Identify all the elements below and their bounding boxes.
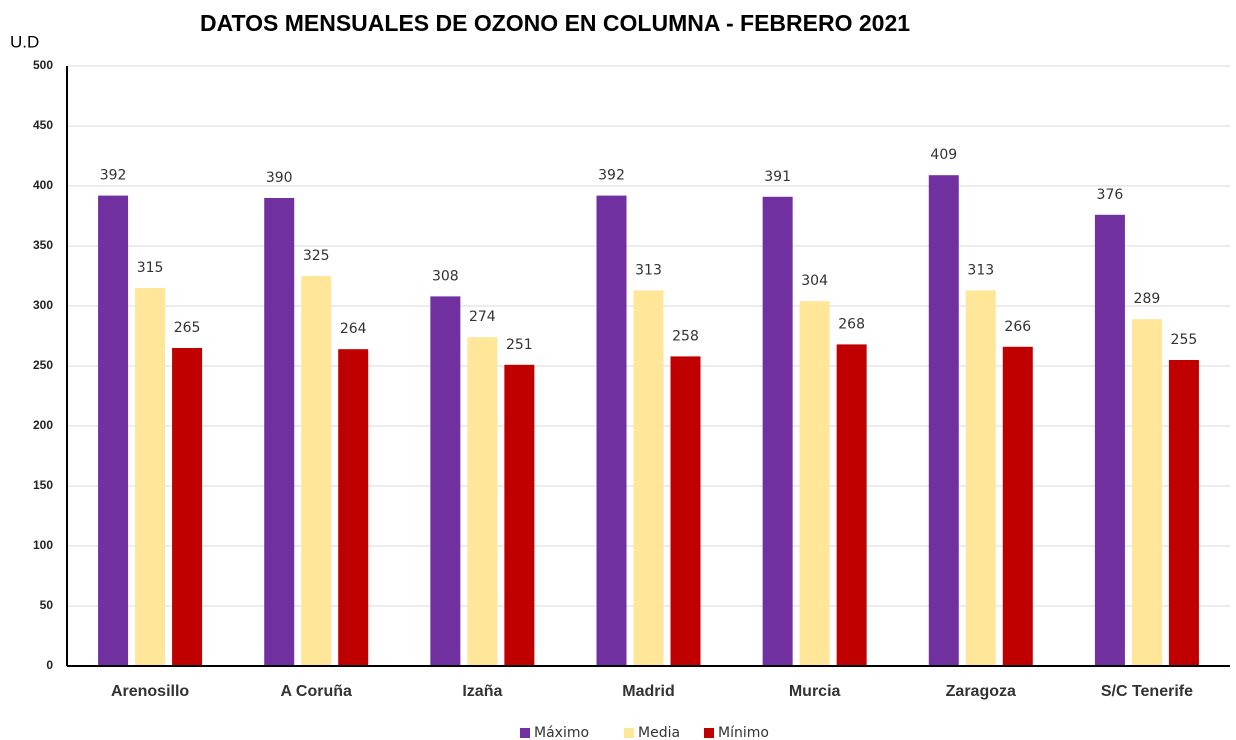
data-label: 315 [137, 260, 164, 276]
data-label: 391 [764, 169, 791, 185]
data-label: 409 [930, 147, 957, 163]
data-label: 274 [469, 309, 496, 325]
data-label: 392 [598, 168, 625, 184]
y-tick-label: 0 [46, 658, 53, 672]
legend-swatch [624, 728, 634, 738]
data-label: 264 [340, 321, 367, 337]
data-label: 268 [838, 316, 865, 332]
bar [430, 296, 461, 666]
legend-label: Mínimo [718, 725, 769, 740]
bar [799, 301, 830, 666]
data-label: 392 [100, 168, 127, 184]
legend-swatch [520, 728, 530, 738]
bar [467, 337, 498, 666]
data-label: 304 [801, 273, 828, 289]
data-label: 289 [1134, 291, 1161, 307]
y-tick-label: 200 [33, 418, 53, 432]
bar [135, 288, 166, 666]
y-tick-label: 500 [33, 58, 53, 72]
y-tick-label: 50 [40, 598, 54, 612]
y-tick-label: 300 [33, 298, 53, 312]
y-tick-label: 350 [33, 238, 53, 252]
data-label: 325 [303, 248, 330, 264]
x-tick-label: Arenosillo [111, 683, 189, 700]
x-tick-label: Murcia [789, 683, 841, 700]
bar [836, 344, 867, 666]
y-tick-label: 400 [33, 178, 53, 192]
data-label: 258 [672, 328, 699, 344]
bar [301, 276, 332, 666]
data-label: 376 [1097, 187, 1124, 203]
data-label: 265 [174, 320, 201, 336]
bar [596, 195, 627, 666]
bar [1131, 319, 1162, 666]
legend-label: Máximo [534, 725, 589, 740]
bar [762, 196, 793, 667]
y-tick-label: 450 [33, 118, 53, 132]
bar [504, 364, 535, 666]
x-tick-label: Izaña [462, 683, 502, 700]
bar [670, 356, 701, 666]
x-tick-label: S/C Tenerife [1101, 683, 1193, 700]
data-label: 308 [432, 268, 459, 284]
chart-title: DATOS MENSUALES DE OZONO EN COLUMNA - FE… [200, 10, 910, 36]
x-tick-label: Zaragoza [946, 683, 1016, 700]
bar [264, 198, 295, 666]
bar [98, 195, 129, 666]
bar [338, 349, 369, 666]
legend-label: Media [638, 725, 680, 740]
legend-swatch [704, 728, 714, 738]
bar [928, 175, 959, 666]
data-label: 266 [1004, 319, 1031, 335]
data-label: 255 [1171, 332, 1198, 348]
y-tick-label: 100 [33, 538, 53, 552]
data-label: 251 [506, 337, 533, 353]
bar [1002, 346, 1033, 666]
bar [965, 290, 996, 666]
bar [1168, 360, 1199, 666]
y-axis-label: U.D [10, 32, 39, 51]
data-label: 313 [967, 262, 994, 278]
x-tick-label: Madrid [622, 683, 674, 700]
data-label: 390 [266, 170, 293, 186]
x-tick-label: A Coruña [281, 683, 353, 700]
bar [633, 290, 664, 666]
bar [1094, 214, 1125, 667]
data-label: 313 [635, 262, 662, 278]
y-tick-label: 150 [33, 478, 53, 492]
bar [172, 348, 203, 666]
y-tick-label: 250 [33, 358, 53, 372]
